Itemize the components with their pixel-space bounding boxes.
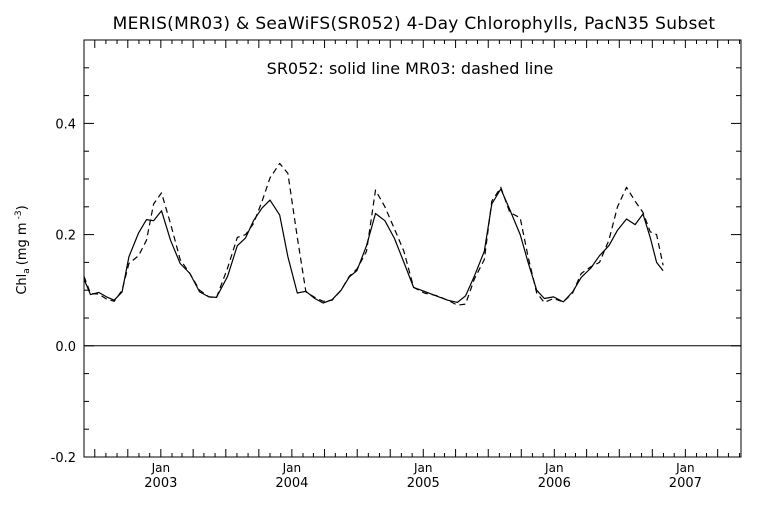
y-tick-label: 0.0 xyxy=(55,340,76,355)
series-lines xyxy=(83,162,664,306)
y-axis-label-exp: -3 xyxy=(14,210,24,219)
y-axis-label-sub: a xyxy=(22,268,32,274)
series-annotation: SR052: solid line MR03: dashed line xyxy=(266,59,554,78)
series-line-mr03 xyxy=(83,162,664,306)
chart-title: MERIS(MR03) & SeaWiFS(SR052) 4-Day Chlor… xyxy=(112,14,716,34)
x-tick-year-label: 2004 xyxy=(275,476,308,491)
x-tick-year-label: 2005 xyxy=(407,476,440,491)
y-axis-label-units: (mg m xyxy=(15,222,30,265)
y-tick-label: 0.2 xyxy=(55,229,76,244)
x-tick-month-label: Jan xyxy=(413,461,433,475)
y-axis-ticks: -0.2 0.0 0.2 0.4 xyxy=(51,39,741,466)
x-tick-year-label: 2006 xyxy=(538,476,571,491)
x-tick-month-label: Jan xyxy=(282,461,302,475)
plot-frame xyxy=(83,39,742,458)
y-axis-label-main: Chl xyxy=(15,274,30,295)
y-tick-label: -0.2 xyxy=(51,451,76,466)
x-tick-month-label: Jan xyxy=(544,461,564,475)
y-axis-label: Chla (mg m -3) xyxy=(14,205,32,294)
y-axis-label-close: ) xyxy=(15,205,30,210)
x-tick-month-label: Jan xyxy=(675,461,695,475)
y-tick-label: 0.4 xyxy=(55,117,76,132)
x-tick-year-label: 2003 xyxy=(144,476,177,491)
series-line-sr052 xyxy=(83,188,664,304)
x-tick-year-label: 2007 xyxy=(669,476,702,491)
x-tick-month-label: Jan xyxy=(151,461,171,475)
